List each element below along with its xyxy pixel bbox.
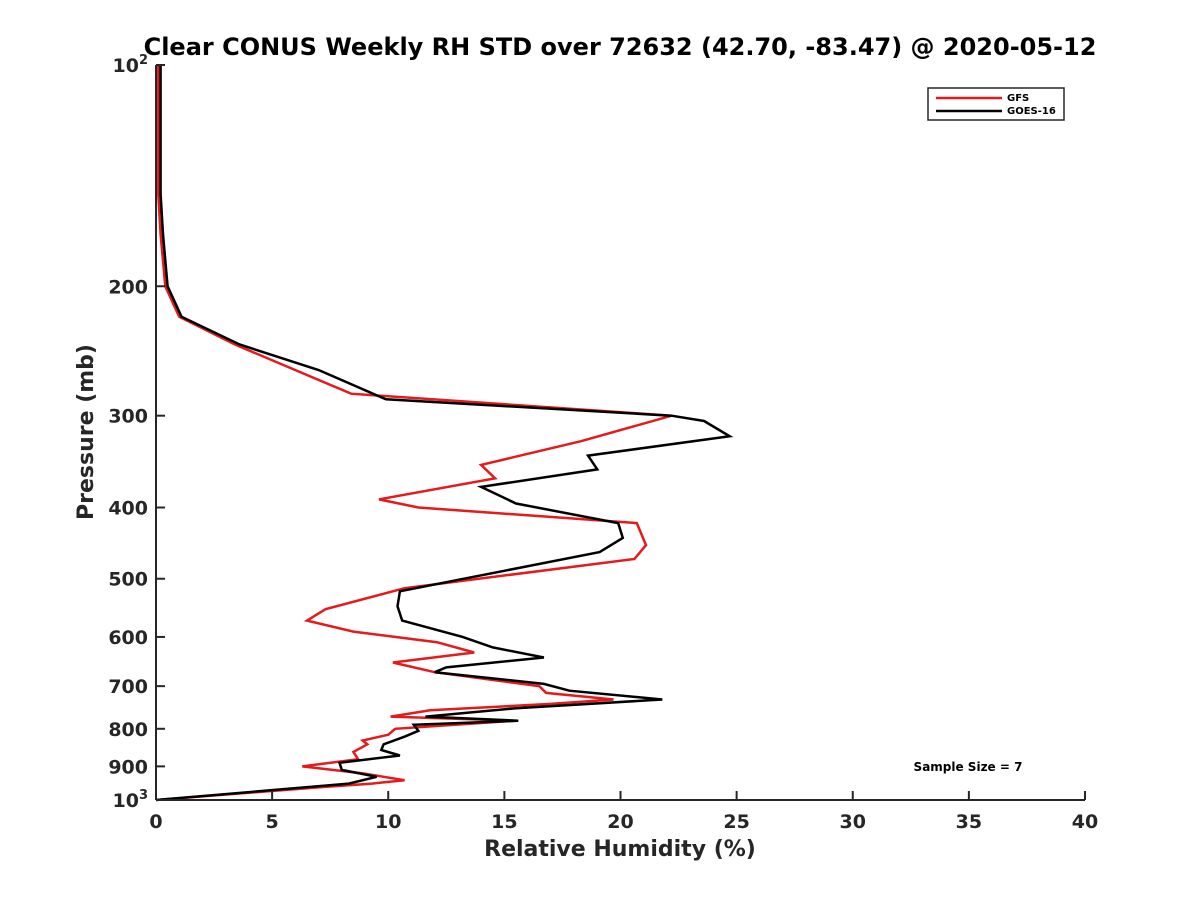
x-axis-label: Relative Humidity (%): [484, 837, 756, 862]
x-tick-label: 5: [266, 811, 279, 833]
x-axis-ticks: 0 5 10 15 20 25 30 35 40: [149, 791, 1098, 833]
y-tick-label: 200: [108, 276, 148, 298]
legend-label-gfs: GFS: [1007, 93, 1029, 104]
x-tick-label: 20: [607, 811, 633, 833]
series-line-gfs: [155, 65, 672, 802]
y-tick-label: 500: [108, 569, 148, 591]
sample-size-annotation: Sample Size = 7: [914, 760, 1023, 774]
x-tick-label: 30: [840, 811, 866, 833]
x-tick-label: 0: [149, 811, 162, 833]
legend-box: [927, 87, 1065, 121]
x-tick-label: 25: [723, 811, 749, 833]
x-tick-label: 35: [956, 811, 982, 833]
y-tick-label: 300: [108, 406, 148, 428]
y-tick-label: 700: [108, 676, 148, 698]
y-tick-label: 800: [108, 719, 148, 741]
y-tick-label: 103: [113, 788, 149, 812]
chart-title: Clear CONUS Weekly RH STD over 72632 (42…: [144, 33, 1097, 61]
y-tick-label: 400: [108, 498, 148, 520]
legend-label-goes16: GOES-16: [1007, 106, 1056, 117]
y-axis-label: Pressure (mb): [74, 344, 99, 520]
y-axis-ticks: 102 200 300 400 500 600 700 800 900 103: [108, 53, 165, 812]
x-tick-label: 10: [375, 811, 401, 833]
y-tick-label: 102: [113, 53, 149, 77]
legend: GFS GOES-16: [927, 87, 1065, 121]
x-tick-label: 15: [491, 811, 517, 833]
plot-area: [156, 65, 1085, 800]
series-layer: [155, 65, 734, 802]
y-tick-label: 600: [108, 627, 148, 649]
y-tick-label: 900: [108, 756, 148, 778]
series-line-goes16: [155, 65, 734, 802]
x-tick-label: 40: [1072, 811, 1098, 833]
